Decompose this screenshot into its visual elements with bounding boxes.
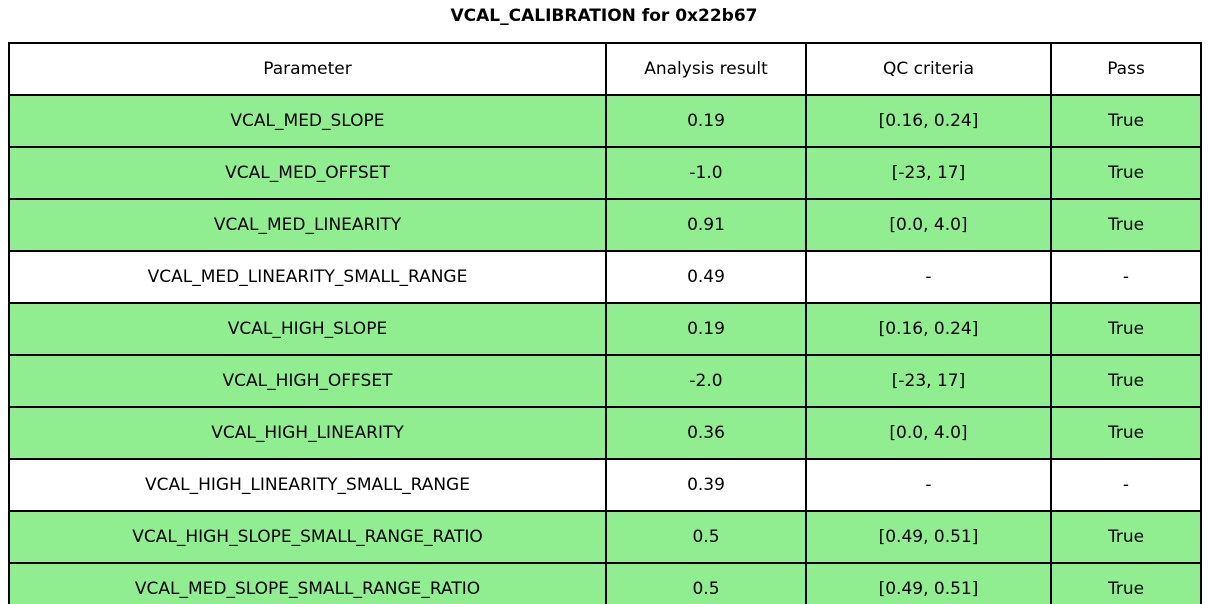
header-row: Parameter Analysis result QC criteria Pa… <box>8 42 1202 96</box>
table-header: Parameter Analysis result QC criteria Pa… <box>8 42 1202 96</box>
table-row: VCAL_HIGH_SLOPE 0.19 [0.16, 0.24] True <box>8 302 1202 356</box>
parameter-cell: VCAL_MED_SLOPE_SMALL_RANGE_RATIO <box>8 562 607 604</box>
parameter-cell: VCAL_HIGH_SLOPE <box>8 302 607 356</box>
pass-cell: True <box>1050 354 1202 408</box>
table-row: VCAL_MED_LINEARITY 0.91 [0.0, 4.0] True <box>8 198 1202 252</box>
header-analysis-result: Analysis result <box>605 42 807 96</box>
parameter-cell: VCAL_MED_SLOPE <box>8 94 607 148</box>
parameter-cell: VCAL_MED_OFFSET <box>8 146 607 200</box>
table-row: VCAL_MED_LINEARITY_SMALL_RANGE 0.49- - <box>8 250 1202 304</box>
parameter-cell: VCAL_MED_LINEARITY <box>8 198 607 252</box>
pass-cell: True <box>1050 94 1202 148</box>
analysis-result-cell: 0.49 <box>605 250 807 304</box>
parameter-cell: VCAL_HIGH_LINEARITY <box>8 406 607 460</box>
analysis-result-cell: 0.5 <box>605 562 807 604</box>
table-row: VCAL_HIGH_SLOPE_SMALL_RANGE_RATIO 0.5 [0.4… <box>8 510 1202 564</box>
figure-title: VCAL_CALIBRATION for 0x22b67 <box>450 6 758 26</box>
table-row: VCAL_MED_OFFSET -1.0 [-23, 17] True <box>8 146 1202 200</box>
pass-cell: True <box>1050 302 1202 356</box>
parameter-cell: VCAL_HIGH_LINEARITY_SMALL_RANGE <box>8 458 607 512</box>
header-qc-criteria: QC criteria <box>805 42 1052 96</box>
qc-criteria-cell: [-23, 17] <box>805 146 1052 200</box>
header-parameter: Parameter <box>8 42 607 96</box>
table-row: VCAL_HIGH_LINEARITY 0.36 [0.0, 4.0] True <box>8 406 1202 460</box>
analysis-result-cell: -1.0 <box>605 146 807 200</box>
pass-cell: - <box>1050 250 1202 304</box>
qc-criteria-cell: [0.0, 4.0] <box>805 198 1052 252</box>
pass-cell: - <box>1050 458 1202 512</box>
qc-results-table: Parameter Analysis result QC criteria Pa… <box>8 42 1202 604</box>
parameter-cell: VCAL_HIGH_OFFSET <box>8 354 607 408</box>
qc-criteria-cell: - <box>805 458 1052 512</box>
pass-cell: True <box>1050 510 1202 564</box>
table-row: VCAL_MED_SLOPE 0.19 [0.16, 0.24] True <box>8 94 1202 148</box>
analysis-result-cell: 0.19 <box>605 302 807 356</box>
parameter-cell: VCAL_HIGH_SLOPE_SMALL_RANGE_RATIO <box>8 510 607 564</box>
analysis-result-cell: 0.91 <box>605 198 807 252</box>
table-body: VCAL_MED_SLOPE 0.19 [0.16, 0.24] True VCAL_M… <box>8 94 1202 604</box>
parameter-cell: VCAL_MED_LINEARITY_SMALL_RANGE <box>8 250 607 304</box>
pass-cell: True <box>1050 146 1202 200</box>
pass-cell: True <box>1050 198 1202 252</box>
analysis-result-cell: 0.36 <box>605 406 807 460</box>
analysis-result-cell: 0.39 <box>605 458 807 512</box>
header-pass: Pass <box>1050 42 1202 96</box>
qc-criteria-cell: [0.16, 0.24] <box>805 302 1052 356</box>
table-row: VCAL_HIGH_OFFSET -2.0 [-23, 17] True <box>8 354 1202 408</box>
analysis-result-cell: 0.5 <box>605 510 807 564</box>
qc-criteria-cell: [0.0, 4.0] <box>805 406 1052 460</box>
pass-cell: True <box>1050 406 1202 460</box>
table-row: VCAL_HIGH_LINEARITY_SMALL_RANGE 0.39- - <box>8 458 1202 512</box>
analysis-result-cell: -2.0 <box>605 354 807 408</box>
qc-criteria-cell: [0.16, 0.24] <box>805 94 1052 148</box>
pass-cell: True <box>1050 562 1202 604</box>
qc-criteria-cell: - <box>805 250 1052 304</box>
analysis-result-cell: 0.19 <box>605 94 807 148</box>
qc-criteria-cell: [0.49, 0.51] <box>805 510 1052 564</box>
qc-criteria-cell: [0.49, 0.51] <box>805 562 1052 604</box>
table-row: VCAL_MED_SLOPE_SMALL_RANGE_RATIO 0.5 [0.49… <box>8 562 1202 604</box>
qc-criteria-cell: [-23, 17] <box>805 354 1052 408</box>
